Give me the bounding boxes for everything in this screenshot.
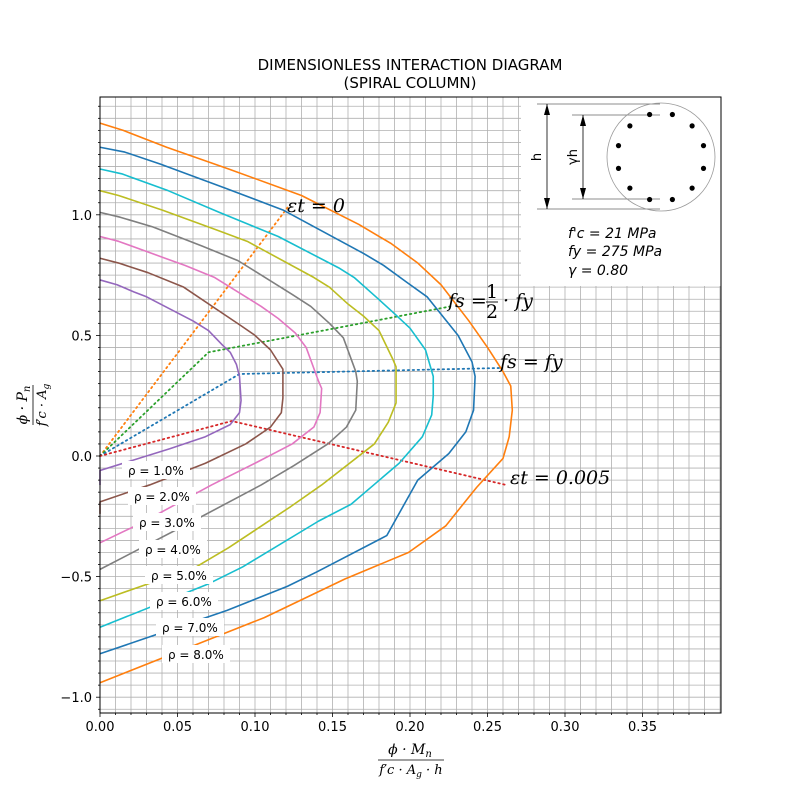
- x-tick-label: 0.25: [473, 720, 502, 735]
- axes-frame: [99, 96, 722, 714]
- legend-label-background: [133, 513, 201, 531]
- y-tick-label: 0.5: [71, 329, 92, 344]
- legend-label-background: [128, 487, 196, 505]
- y-tick-label: −1.0: [60, 691, 92, 706]
- rebar-dot: [689, 123, 695, 129]
- svg-text:f′c · Ag: f′c · Ag: [35, 383, 52, 427]
- x-tick-label: 0.20: [396, 720, 425, 735]
- series-line: [99, 279, 242, 485]
- y-tick-label: 1.0: [71, 209, 92, 224]
- series-line: [99, 235, 323, 544]
- legend-label-background: [162, 645, 230, 663]
- svg-text:· fy: · fy: [503, 290, 533, 312]
- h-arrow-top-icon: [544, 104, 550, 115]
- rebar-dot: [700, 165, 707, 171]
- legend-label: ρ = 7.0%: [162, 621, 218, 635]
- rebar-dot: [627, 123, 633, 129]
- svg-text:ϕ · Pn: ϕ · Pn: [15, 386, 33, 425]
- x-tick-label: 0.35: [628, 720, 657, 735]
- reference-line: [99, 305, 452, 457]
- legend-label-background: [156, 618, 224, 636]
- h-arrow-bottom-icon: [544, 198, 550, 209]
- reference-line: [99, 420, 508, 486]
- column-section-inset: h γh f'c = 21 MPa fy = 275 MPa γ = 0.80: [521, 97, 721, 286]
- axis-ticks: 0.00 0.05 0.10 0.15 0.20 0.25 0.30 0.35 −1.0 −0.5…: [60, 105, 705, 735]
- legend-label: ρ = 1.0%: [128, 464, 184, 478]
- svg-text:ϕ · Mn: ϕ · Mn: [388, 742, 432, 760]
- fs-half-annotation: fs = 1 2 · fy: [446, 281, 533, 323]
- svg-text:f′c · Ag · h: f′c · Ag · h: [378, 763, 442, 780]
- legend-label-background: [139, 540, 207, 558]
- rebar-bars: [615, 111, 707, 203]
- x-tick-label: 0.30: [551, 720, 580, 735]
- series-line: [99, 146, 476, 655]
- fs-fy-annotation: fs = fy: [498, 351, 563, 373]
- svg-text:2: 2: [486, 301, 498, 323]
- fc-property: f'c = 21 MPa: [568, 226, 656, 242]
- x-tick-label: 0.15: [318, 720, 347, 735]
- gh-label: γh: [566, 149, 581, 165]
- rebar-dot: [689, 185, 695, 191]
- et0-annotation: εt = 0: [287, 195, 345, 217]
- y-tick-label: −0.5: [60, 571, 92, 586]
- svg-text:fs =: fs =: [446, 290, 487, 312]
- x-tick-label: 0.00: [86, 720, 115, 735]
- rebar-dot: [669, 111, 675, 118]
- legend-label: ρ = 6.0%: [156, 595, 212, 609]
- rebar-dot: [627, 185, 633, 191]
- rebar-dot: [647, 196, 653, 203]
- series-line: [99, 168, 435, 628]
- legend-label: ρ = 5.0%: [151, 569, 207, 583]
- legend-label-background: [122, 461, 190, 479]
- legend-label: ρ = 3.0%: [139, 516, 195, 530]
- svg-text:1: 1: [486, 281, 498, 303]
- reference-line: [99, 206, 289, 457]
- rebar-dot: [615, 143, 622, 149]
- legend-label-background: [150, 592, 218, 610]
- y-tick-label: 0.0: [71, 450, 92, 465]
- h-label: h: [530, 153, 545, 161]
- legend-label-background: [145, 566, 213, 584]
- y-axis-label: ϕ · Pn f′c · Ag: [15, 383, 52, 427]
- grid: [99, 97, 721, 713]
- legend-label: ρ = 4.0%: [145, 543, 201, 557]
- x-tick-label: 0.10: [241, 720, 270, 735]
- series-line: [99, 189, 397, 602]
- gamma-property: γ = 0.80: [568, 263, 628, 279]
- legend-label: ρ = 2.0%: [134, 490, 190, 504]
- gh-arrow-bottom-icon: [580, 188, 586, 199]
- rebar-dot: [669, 196, 675, 203]
- rebar-dot: [647, 111, 653, 118]
- series-line: [99, 211, 359, 571]
- chart-subtitle: (SPIRAL COLUMN): [344, 74, 477, 92]
- chart-title: DIMENSIONLESS INTERACTION DIAGRAM: [258, 56, 563, 74]
- x-axis-label: ϕ · Mn f′c · Ag · h: [378, 742, 444, 780]
- rebar-dot: [700, 143, 707, 149]
- rebar-dot: [615, 165, 622, 171]
- x-tick-label: 0.05: [163, 720, 192, 735]
- series-curves: [99, 122, 514, 684]
- gh-arrow-top-icon: [580, 115, 586, 126]
- legend-label: ρ = 8.0%: [168, 648, 224, 662]
- inset-background: [521, 97, 721, 286]
- series-line: [99, 122, 514, 684]
- fy-property: fy = 275 MPa: [568, 244, 662, 260]
- legend: ρ = 1.0% ρ = 2.0% ρ = 3.0% ρ = 4.0% ρ = 5.0%…: [122, 461, 230, 663]
- column-outline: [606, 102, 716, 212]
- et005-annotation: εt = 0.005: [510, 467, 610, 489]
